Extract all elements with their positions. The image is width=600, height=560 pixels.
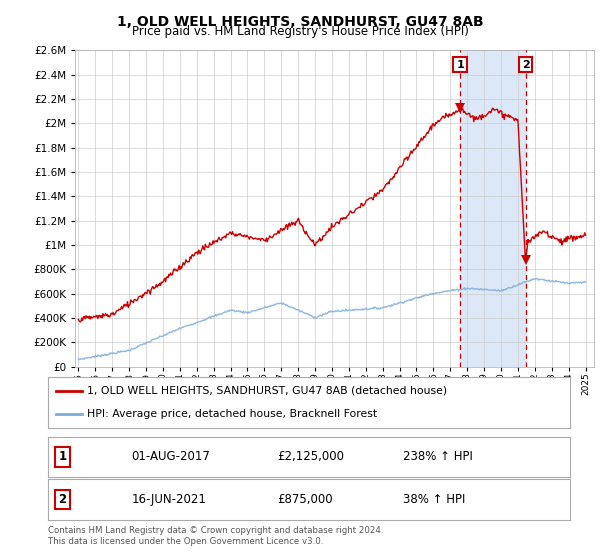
- Text: Price paid vs. HM Land Registry's House Price Index (HPI): Price paid vs. HM Land Registry's House …: [131, 25, 469, 38]
- Bar: [460, 50, 526, 367]
- Text: 01-AUG-2017: 01-AUG-2017: [131, 450, 211, 464]
- Text: 1: 1: [59, 450, 67, 464]
- Text: 1, OLD WELL HEIGHTS, SANDHURST, GU47 8AB: 1, OLD WELL HEIGHTS, SANDHURST, GU47 8AB: [116, 15, 484, 29]
- Text: 1, OLD WELL HEIGHTS, SANDHURST, GU47 8AB (detached house): 1, OLD WELL HEIGHTS, SANDHURST, GU47 8AB…: [87, 386, 447, 396]
- Text: HPI: Average price, detached house, Bracknell Forest: HPI: Average price, detached house, Brac…: [87, 409, 377, 419]
- Text: 16-JUN-2021: 16-JUN-2021: [131, 493, 206, 506]
- Text: £875,000: £875,000: [278, 493, 334, 506]
- Text: 2: 2: [521, 59, 529, 69]
- Text: 2: 2: [59, 493, 67, 506]
- Text: £2,125,000: £2,125,000: [278, 450, 344, 464]
- Text: 238% ↑ HPI: 238% ↑ HPI: [403, 450, 473, 464]
- Text: 1: 1: [456, 59, 464, 69]
- Text: 38% ↑ HPI: 38% ↑ HPI: [403, 493, 466, 506]
- Text: Contains HM Land Registry data © Crown copyright and database right 2024.
This d: Contains HM Land Registry data © Crown c…: [48, 526, 383, 546]
